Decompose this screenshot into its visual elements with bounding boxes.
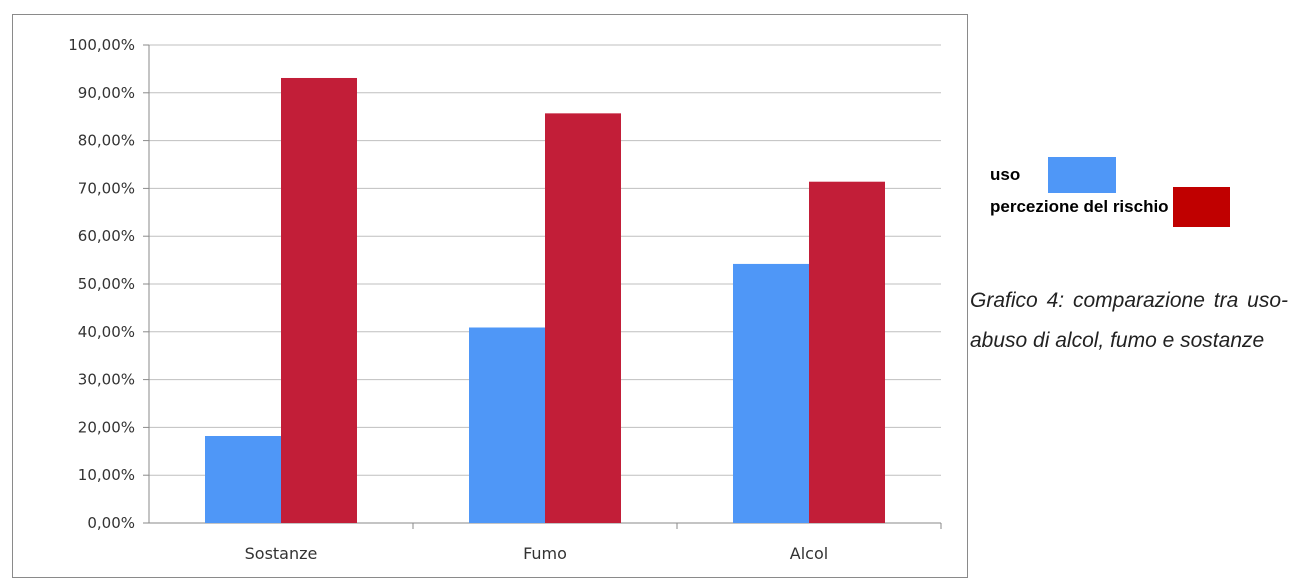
y-tick-label: 80,00% xyxy=(78,132,135,150)
y-tick-label: 100,00% xyxy=(68,36,135,54)
legend-label-uso: uso xyxy=(990,165,1021,184)
bar-percezione-del-rischio-fumo xyxy=(545,113,621,523)
bar-uso-fumo xyxy=(469,327,545,523)
bar-percezione-del-rischio-sostanze xyxy=(281,77,357,523)
chart-frame: 0,00% 10,00% 20,00% 30,00% 40,00% 50,00% 60,00… xyxy=(12,14,968,578)
bar-uso-alcol xyxy=(733,263,809,523)
x-category-label: Sostanze xyxy=(245,544,318,563)
x-category-label: Alcol xyxy=(790,544,828,563)
bar-chart: 0,00% 10,00% 20,00% 30,00% 40,00% 50,00% 60,00… xyxy=(68,36,942,563)
legend-swatch-uso xyxy=(1048,157,1117,193)
y-tick-label: 60,00% xyxy=(78,227,135,245)
x-category-label: Fumo xyxy=(523,544,567,563)
y-tick-label: 0,00% xyxy=(87,514,135,532)
y-tick-label: 30,00% xyxy=(78,371,135,389)
bar-percezione-del-rischio-alcol xyxy=(809,181,885,523)
bar-uso-sostanze xyxy=(205,436,281,523)
y-tick-label: 40,00% xyxy=(78,323,135,341)
y-tick-label: 70,00% xyxy=(78,179,135,197)
y-tick-label: 10,00% xyxy=(78,466,135,484)
y-tick-label: 90,00% xyxy=(78,84,135,102)
legend-swatch-rischio xyxy=(1172,187,1230,227)
legend-item-uso: uso xyxy=(990,157,1117,193)
y-tick-label: 50,00% xyxy=(78,275,135,293)
figure-caption: Grafico 4: comparazione tra uso-abuso di… xyxy=(970,289,1288,352)
legend-label-rischio: percezione del rischio xyxy=(990,197,1169,216)
y-tick-label: 20,00% xyxy=(78,418,135,436)
legend-item-rischio: percezione del rischio xyxy=(990,187,1230,227)
